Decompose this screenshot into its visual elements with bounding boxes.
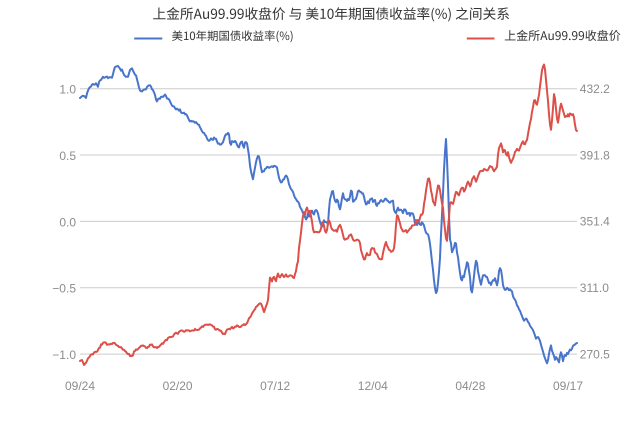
svg-text:09/17: 09/17 [553,379,583,393]
svg-text:−1.0: −1.0 [52,348,76,362]
svg-text:0.5: 0.5 [59,149,76,163]
svg-text:−0.5: −0.5 [52,282,76,296]
svg-text:351.4: 351.4 [580,215,610,229]
svg-text:07/12: 07/12 [260,379,290,393]
svg-text:432.2: 432.2 [580,82,610,96]
svg-text:09/24: 09/24 [65,379,95,393]
svg-text:391.8: 391.8 [580,148,610,162]
svg-text:04/28: 04/28 [455,379,485,393]
svg-text:1.0: 1.0 [59,83,76,97]
svg-text:02/20: 02/20 [163,379,193,393]
svg-text:270.5: 270.5 [580,347,610,361]
svg-text:0.0: 0.0 [59,215,76,229]
svg-text:311.0: 311.0 [580,281,609,295]
svg-text:12/04: 12/04 [358,379,388,393]
